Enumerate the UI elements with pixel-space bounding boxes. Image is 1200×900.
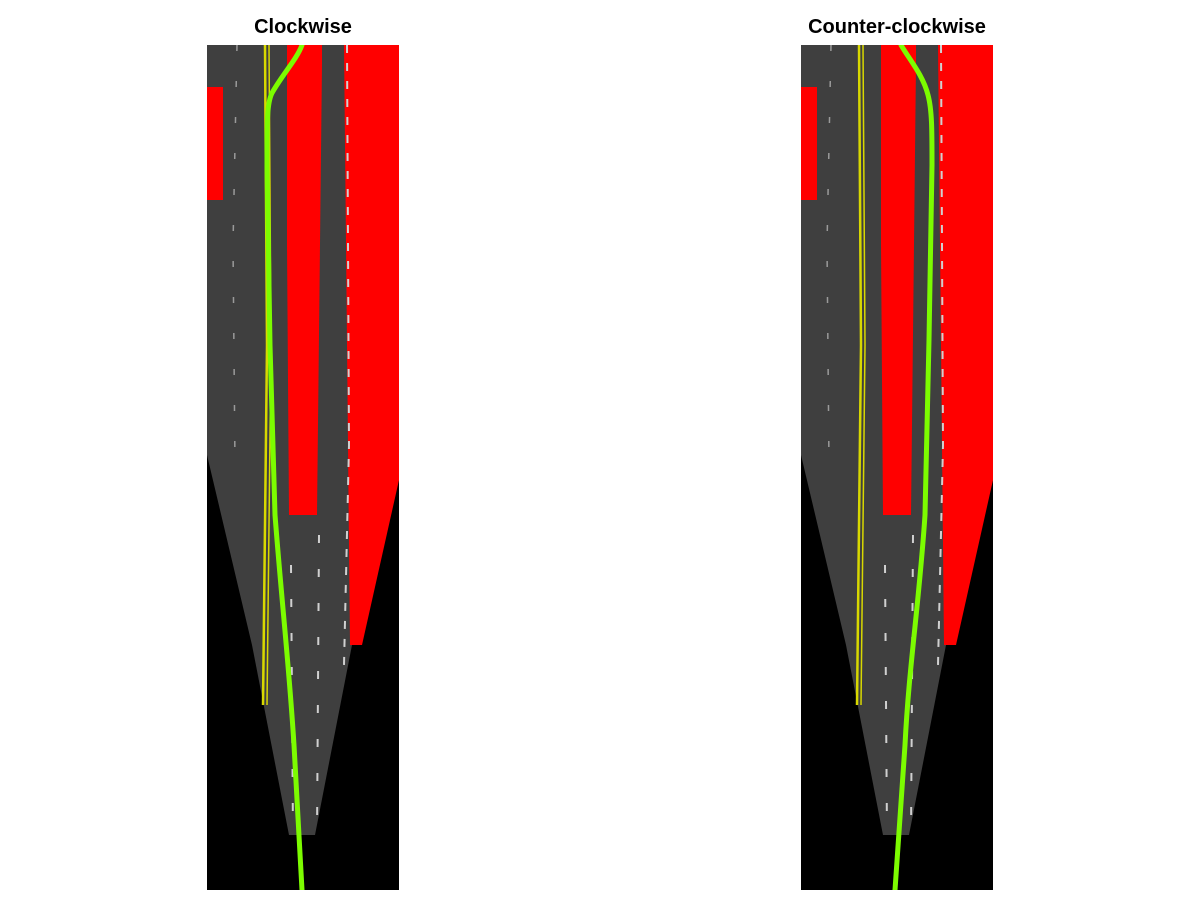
lane-marking-right (343, 45, 351, 666)
panel-title-clockwise: Clockwise (254, 16, 352, 38)
center-line-yellow (855, 45, 863, 706)
obstacle-far-right (344, 45, 399, 645)
clockwise-road-map (207, 45, 399, 890)
obstacle-left-edge (801, 87, 817, 200)
counter-clockwise-road-map (801, 45, 993, 890)
lane-marking-right (937, 45, 945, 666)
obstacle-median (287, 45, 322, 515)
center-line-yellow-2 (860, 45, 866, 706)
obstacle-far-right (938, 45, 993, 645)
planned-path (892, 45, 935, 890)
obstacle-left-edge (207, 87, 223, 200)
panel-title-counter-clockwise: Counter-clockwise (808, 16, 986, 38)
planned-path (264, 45, 305, 890)
obstacle-median (881, 45, 916, 515)
